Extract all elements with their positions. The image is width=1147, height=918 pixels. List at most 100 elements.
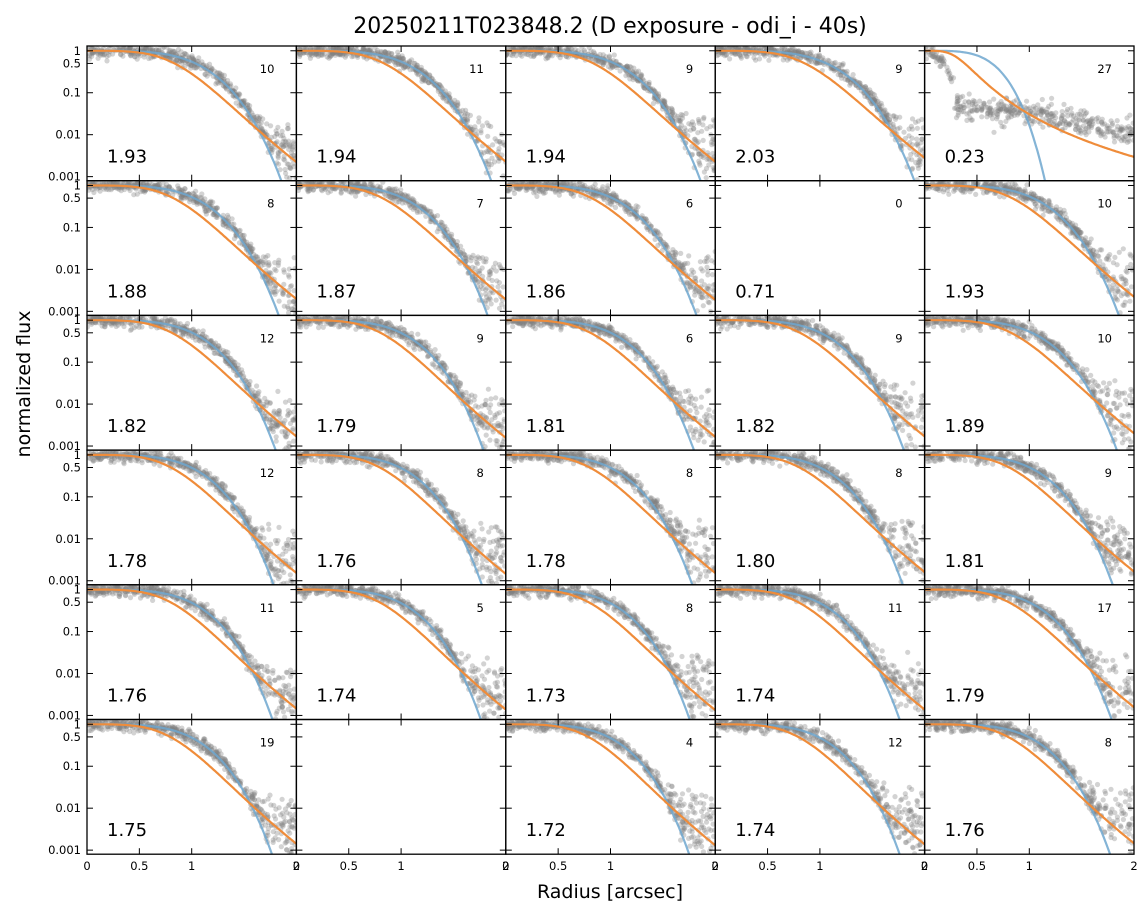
data-point [476, 115, 482, 121]
data-point [479, 255, 486, 261]
data-point [385, 58, 391, 64]
data-point [270, 147, 276, 153]
data-point [484, 294, 490, 300]
y-tick-label: 0.1 [63, 220, 81, 234]
data-point [382, 49, 388, 55]
data-point [947, 75, 953, 82]
data-point [204, 63, 210, 69]
data-point [179, 60, 185, 66]
data-point [546, 52, 552, 58]
data-point [1109, 122, 1115, 128]
data-point [278, 142, 284, 148]
data-point [1103, 256, 1109, 262]
data-point [210, 212, 216, 218]
data-point [160, 180, 166, 186]
data-point [955, 107, 962, 113]
data-point [574, 182, 580, 188]
data-point [253, 253, 259, 259]
data-point [699, 295, 705, 301]
data-point [862, 84, 869, 90]
data-point [600, 195, 607, 201]
data-point [692, 275, 698, 281]
data-point [1095, 126, 1102, 132]
data-point [382, 49, 388, 55]
data-point [844, 77, 851, 83]
data-point [915, 162, 921, 168]
data-point [269, 146, 275, 152]
data-point [732, 51, 738, 58]
data-point [166, 184, 172, 190]
data-point [372, 46, 378, 51]
data-point [191, 191, 197, 197]
data-point [1087, 239, 1093, 246]
data-point [995, 102, 1001, 108]
data-point [281, 269, 287, 275]
data-point [1006, 115, 1012, 121]
data-point [195, 58, 201, 64]
data-point [1078, 130, 1084, 136]
data-point [655, 230, 662, 236]
data-point [142, 189, 148, 195]
data-point [582, 182, 588, 188]
data-point [868, 90, 874, 96]
data-point [487, 271, 494, 277]
data-point [891, 126, 897, 132]
gaussian-fit-line [924, 49, 1047, 181]
data-point [204, 73, 210, 79]
data-point [931, 54, 937, 60]
data-point [207, 199, 213, 205]
data-point [516, 180, 522, 186]
data-point [959, 109, 965, 115]
data-point [523, 187, 529, 194]
data-point [695, 151, 702, 157]
data-point [332, 52, 338, 58]
data-point [908, 151, 914, 158]
data-point [809, 59, 815, 65]
data-point [139, 46, 145, 52]
data-point [100, 50, 106, 57]
data-point [606, 53, 613, 59]
data-point [1095, 129, 1101, 135]
data-point [496, 280, 502, 286]
data-point [309, 52, 315, 58]
data-point [189, 53, 195, 59]
data-point [1088, 236, 1094, 242]
data-point [486, 272, 492, 278]
data-point [1099, 120, 1105, 126]
data-point [832, 59, 838, 66]
data-point [106, 52, 112, 58]
data-point [392, 59, 398, 65]
data-point [603, 54, 609, 60]
data-point [483, 287, 489, 293]
data-point [110, 180, 116, 186]
data-point [328, 53, 334, 59]
data-point [710, 150, 716, 157]
data-point [427, 208, 433, 215]
data-point [935, 54, 941, 60]
data-point [744, 46, 750, 51]
data-point [1053, 204, 1060, 210]
data-point [509, 52, 515, 59]
data-point [291, 141, 297, 147]
data-point [1120, 302, 1126, 308]
data-point [126, 180, 132, 186]
data-point [115, 180, 121, 184]
data-point [176, 186, 182, 192]
data-point [987, 106, 993, 112]
data-point [419, 76, 425, 82]
data-point [698, 266, 704, 272]
data-point [1008, 114, 1015, 120]
data-point [710, 117, 716, 123]
data-point [958, 103, 964, 109]
data-point [355, 181, 361, 187]
data-point [411, 197, 417, 203]
data-point [1033, 110, 1039, 116]
data-point [691, 269, 697, 275]
data-point [1112, 254, 1118, 260]
panel-grid: 0.0010.010.10.511.93101.94111.9492.0390.… [48, 44, 1138, 873]
data-point [203, 208, 209, 214]
data-point [1031, 106, 1037, 112]
data-point [282, 138, 288, 144]
data-point [1128, 284, 1134, 290]
data-point [1096, 129, 1102, 135]
